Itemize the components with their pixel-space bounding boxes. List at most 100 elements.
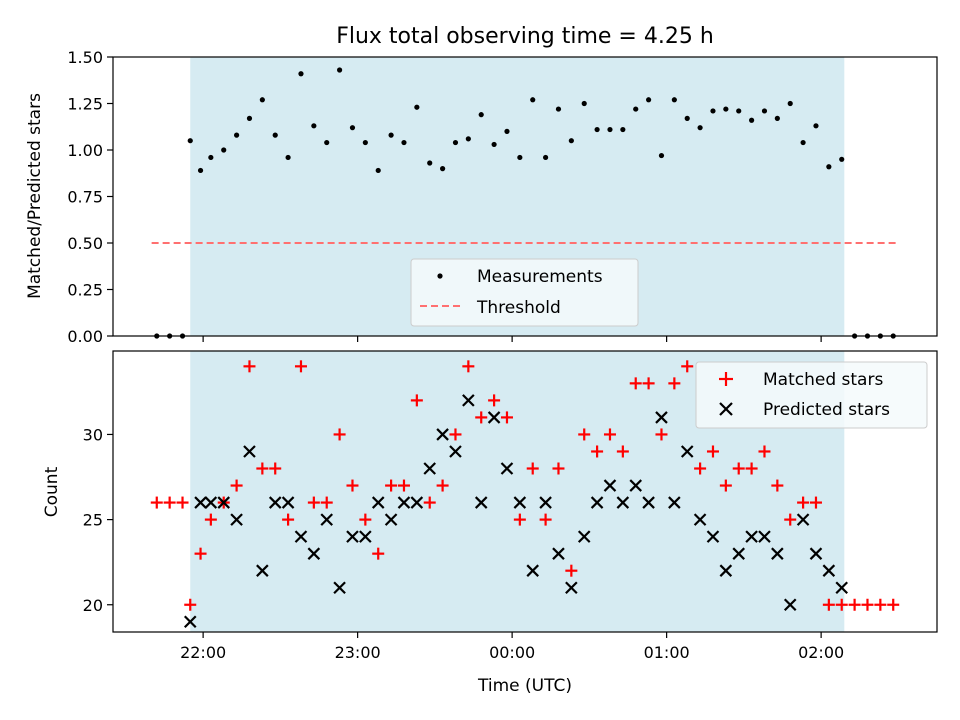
measurement-point: [491, 141, 497, 148]
y-tick-label: 1.00: [67, 141, 103, 160]
matched-star-point: [565, 564, 578, 577]
legend-predicted-label: Predicted stars: [763, 400, 890, 420]
predicted-star-point: [796, 513, 810, 526]
predicted-star-point: [474, 496, 488, 509]
predicted-star-point: [281, 496, 295, 509]
x-tick-label: 22:00: [180, 643, 226, 662]
predicted-star-point: [462, 394, 475, 407]
measurement-point: [620, 126, 626, 133]
predicted-star-point: [423, 462, 437, 475]
bottom-panel: 20 25 30 22:00 23:00 00:00 01:00 02:00 Count Ti…: [42, 350, 938, 696]
predicted-star-point: [771, 547, 784, 560]
measurement-point: [401, 139, 407, 146]
measurement-point: [697, 125, 703, 131]
matched-star-point: [333, 428, 346, 441]
predicted-star-point: [294, 530, 308, 543]
predicted-star-point: [590, 496, 604, 509]
measurement-point: [710, 108, 716, 114]
measurement-point: [749, 117, 755, 123]
predicted-star-point: [693, 513, 707, 526]
measurement-point: [543, 154, 549, 161]
measurement-point: [787, 100, 793, 107]
measurement-point: [478, 112, 484, 118]
predicted-star-point: [745, 530, 758, 543]
predicted-star-point: [320, 513, 334, 526]
matched-star-point: [243, 360, 256, 373]
measurement-point: [826, 164, 832, 170]
measurement-point: [530, 97, 536, 103]
predicted-star-point: [616, 496, 630, 509]
matched-star-point: [745, 462, 758, 475]
measurement-point: [349, 125, 356, 131]
predicted-star-point: [809, 547, 823, 560]
predicted-star-point: [835, 581, 849, 594]
predicted-star-point: [719, 564, 733, 577]
measurement-point: [362, 139, 368, 146]
matched-star-point: [462, 360, 475, 373]
matched-star-point: [694, 462, 707, 475]
legend-matched-marker: [719, 372, 733, 386]
measurement-point: [259, 97, 265, 103]
matched-star-point: [410, 394, 423, 407]
measurement-point: [594, 126, 600, 133]
matched-star-point: [194, 547, 207, 560]
measurement-point: [311, 123, 317, 129]
matched-star-point: [655, 428, 668, 441]
measurement-point: [285, 154, 291, 161]
measurement-point: [375, 167, 381, 174]
predicted-star-point: [384, 513, 398, 526]
measurement-point: [671, 97, 677, 103]
measurement-point: [736, 108, 742, 114]
measurement-point: [568, 138, 574, 144]
measurement-point: [658, 152, 665, 159]
predicted-star-point: [268, 496, 282, 509]
matched-star-point: [397, 479, 410, 492]
legend-measurements-label: Measurements: [477, 267, 603, 287]
matched-star-point: [320, 496, 333, 509]
measurement-point: [684, 115, 690, 121]
measurement-point: [633, 106, 639, 112]
matched-star-point: [513, 513, 526, 526]
predicted-star-point: [758, 530, 771, 543]
plot-frame: [112, 350, 938, 633]
measurement-point: [607, 126, 613, 133]
predicted-star-point: [256, 564, 269, 577]
matched-star-point: [874, 598, 887, 611]
matched-star-point: [668, 377, 681, 390]
y-tick-label: 25: [83, 511, 103, 530]
measurement-point: [234, 132, 240, 138]
predicted-star-point: [552, 547, 565, 560]
matched-star-point: [163, 496, 176, 509]
predicted-star-point: [539, 496, 552, 509]
predicted-star-point: [783, 598, 797, 612]
legend-measurements-marker: [437, 273, 443, 279]
matched-star-point: [294, 360, 307, 373]
predicted-star-point: [487, 411, 501, 424]
legend-predicted-marker: [719, 402, 733, 416]
measurement-point: [208, 154, 214, 161]
matched-star-point: [269, 462, 282, 475]
y-tick-label: 30: [83, 425, 103, 444]
matched-star-point: [282, 513, 295, 526]
measurement-point: [839, 156, 845, 162]
x-tick-label: 00:00: [489, 643, 535, 662]
matched-star-point: [204, 513, 217, 526]
predicted-star-point: [577, 530, 591, 543]
matched-star-point: [423, 496, 436, 509]
measurement-point: [504, 128, 510, 134]
predicted-star-point: [204, 496, 218, 509]
top-y-axis-label: Matched/Predicted stars: [25, 93, 45, 299]
matched-star-point: [603, 428, 616, 441]
measurement-point: [272, 132, 278, 138]
measurement-point: [646, 97, 652, 103]
matched-star-point: [256, 462, 269, 475]
predicted-star-point: [513, 496, 527, 509]
matched-star-point: [307, 496, 320, 509]
measurement-point: [555, 106, 562, 112]
y-tick-label: 1.25: [67, 95, 103, 114]
predicted-star-point: [183, 615, 197, 629]
predicted-star-point: [359, 530, 372, 543]
measurement-point: [187, 138, 193, 144]
predicted-star-point: [706, 530, 720, 543]
matched-star-point: [372, 547, 385, 560]
